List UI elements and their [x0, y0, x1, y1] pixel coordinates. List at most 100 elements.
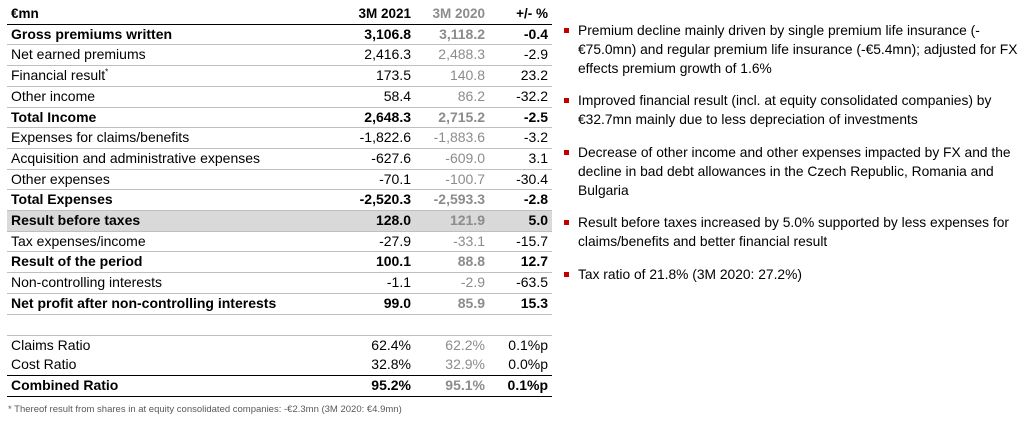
current-period-value: 128.0 — [329, 210, 415, 232]
row-label: Other expenses — [7, 169, 329, 191]
change-value-text: -3.2 — [523, 129, 548, 146]
previous-period-value-text: 32.9% — [445, 356, 485, 373]
row-label: Acquisition and administrative expenses — [7, 148, 329, 170]
previous-period-value: 2,488.3 — [415, 44, 489, 67]
row-label-text: Result of the period — [11, 253, 143, 270]
row-label: Combined Ratio — [7, 374, 329, 397]
current-period-value: 58.4 — [329, 86, 415, 108]
previous-period-value-text: -2,593.3 — [433, 191, 485, 208]
current-period-value: -70.1 — [329, 169, 415, 191]
row-label: Claims Ratio — [7, 335, 329, 355]
row-label-text: Result before taxes — [11, 212, 141, 229]
commentary-bullet: Tax ratio of 21.8% (3M 2020: 27.2%) — [562, 266, 1020, 285]
row-label: Non-controlling interests — [7, 272, 329, 294]
change-value-text: 0.1%p — [507, 376, 548, 393]
table-row: Total Expenses -2,520.3 -2,593.3 -2.8 — [7, 189, 552, 212]
previous-period-value-text: 88.8 — [457, 253, 485, 270]
spacer-cell — [7, 314, 329, 336]
bullet-marker-icon — [564, 28, 569, 33]
previous-period-value: 140.8 — [415, 65, 489, 87]
current-period-value-text: 2,648.3 — [364, 108, 411, 125]
current-period-value: -1,822.6 — [329, 127, 415, 149]
row-label-text: Other income — [11, 87, 96, 104]
previous-period-value-text: 140.8 — [449, 67, 485, 84]
row-label-text: Non-controlling interests — [11, 274, 162, 291]
table-row: Tax expenses/income -27.9 -33.1 -15.7 — [7, 231, 552, 253]
previous-period-value-text: 2,488.3 — [438, 46, 485, 63]
change-value: -30.4 — [489, 169, 552, 191]
commentary-bullets: Premium decline mainly driven by single … — [562, 22, 1020, 285]
bullet-marker-icon — [564, 149, 569, 155]
current-period-value-text: 173.5 — [375, 67, 411, 84]
previous-period-value: 121.9 — [415, 210, 489, 232]
previous-period-value: 32.9% — [415, 355, 489, 375]
commentary-bullet: Result before taxes increased by 5.0% su… — [562, 214, 1020, 252]
income-statement-table-area: €mn 3M 2021 3M 2020 +/- % Gross premiums… — [7, 4, 552, 397]
change-value-text: -2.8 — [523, 191, 548, 208]
table-row: Net profit after non-controlling interes… — [7, 293, 552, 315]
current-period-value-text: -1.1 — [386, 274, 411, 291]
change-value: 5.0 — [489, 210, 552, 232]
row-label-text: Expenses for claims/benefits — [11, 129, 190, 146]
bullet-marker-icon — [564, 271, 569, 277]
table-row: Result before taxes 128.0 121.9 5.0 — [7, 210, 552, 232]
change-value: 0.1%p — [489, 374, 552, 397]
current-period-value: -627.6 — [329, 148, 415, 170]
previous-period-value: 2,715.2 — [415, 107, 489, 129]
table-header-row: €mn 3M 2021 3M 2020 +/- % — [7, 4, 552, 25]
previous-period-value-text: 121.9 — [449, 212, 485, 229]
change-value: 3.1 — [489, 148, 552, 170]
current-period-value: 100.1 — [329, 251, 415, 274]
row-label: Net earned premiums — [7, 44, 329, 67]
change-value: -63.5 — [489, 272, 552, 294]
previous-period-value: 88.8 — [415, 251, 489, 274]
previous-period-value-text: -33.1 — [453, 232, 485, 249]
row-label-text: Gross premiums written — [11, 25, 173, 42]
row-label: Other income — [7, 86, 329, 108]
previous-period-value: -100.7 — [415, 169, 489, 191]
income-statement-table: €mn 3M 2021 3M 2020 +/- % Gross premiums… — [7, 4, 552, 397]
spacer-cell — [329, 314, 415, 336]
change-value: -2.5 — [489, 107, 552, 129]
change-value-text: 0.1%p — [508, 336, 548, 353]
change-value-text: -63.5 — [516, 274, 548, 291]
current-period-value: 173.5 — [329, 65, 415, 87]
previous-period-value-text: -100.7 — [445, 170, 485, 187]
previous-period-value-text: 95.1% — [445, 376, 485, 393]
change-value: 23.2 — [489, 65, 552, 87]
commentary-bullet: Improved financial result (incl. at equi… — [562, 92, 1020, 130]
bullet-text: Decrease of other income and other expen… — [578, 144, 1011, 198]
change-value: 15.3 — [489, 293, 552, 315]
previous-period-value-text: 3,118.2 — [439, 25, 485, 42]
header-unit: €mn — [7, 4, 329, 25]
row-label-text: Net earned premiums — [11, 46, 146, 63]
previous-period-value-text: -2.9 — [460, 274, 485, 291]
row-label-text: Other expenses — [11, 170, 110, 187]
change-value: 12.7 — [489, 251, 552, 274]
row-label-text: Financial result — [11, 67, 106, 84]
bullet-text: Tax ratio of 21.8% (3M 2020: 27.2%) — [578, 266, 802, 282]
current-period-value-text: -27.9 — [379, 232, 411, 249]
row-label: Financial result* — [7, 65, 329, 87]
footnote: * Thereof result from shares in at equit… — [8, 404, 402, 415]
current-period-value-text: -2,520.3 — [359, 191, 411, 208]
row-label: Gross premiums written — [7, 24, 329, 46]
spacer-row — [7, 314, 552, 336]
change-value-text: -2.9 — [523, 46, 548, 63]
current-period-value-text: 128.0 — [375, 212, 411, 229]
previous-period-value: -2,593.3 — [415, 189, 489, 212]
table-row: Result of the period 100.1 88.8 12.7 — [7, 251, 552, 274]
table-row: Gross premiums written 3,106.8 3,118.2 -0.4 — [7, 24, 552, 46]
row-label-text: Cost Ratio — [11, 356, 77, 373]
table-row: Acquisition and administrative expenses -… — [7, 148, 552, 170]
change-value-text: -30.4 — [516, 170, 548, 187]
row-label-text: Net profit after non-controlling interes… — [11, 294, 277, 311]
previous-period-value-text: 2,715.2 — [438, 108, 485, 125]
change-value-text: -15.7 — [516, 232, 548, 249]
header-current-period: 3M 2021 — [329, 4, 415, 25]
spacer-cell — [415, 314, 489, 336]
change-value-text: -0.4 — [523, 25, 548, 42]
row-label-text: Tax expenses/income — [11, 232, 146, 249]
current-period-value-text: 62.4% — [371, 336, 411, 353]
current-period-value: -1.1 — [329, 272, 415, 294]
